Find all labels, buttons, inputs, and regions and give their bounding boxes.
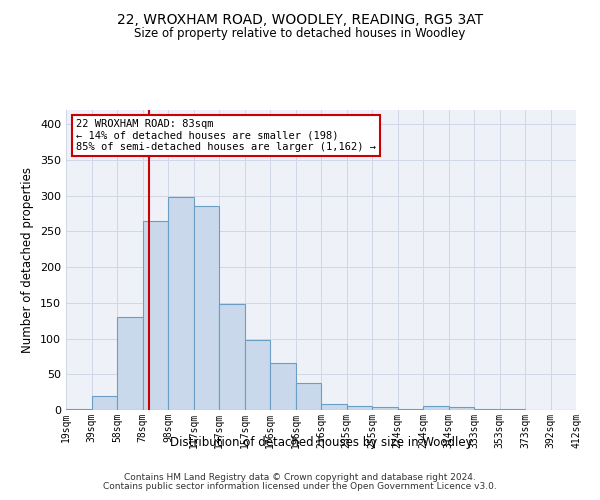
Text: Distribution of detached houses by size in Woodley: Distribution of detached houses by size … bbox=[170, 436, 472, 449]
Bar bbox=[117, 317, 143, 410]
Bar bbox=[219, 304, 245, 410]
Bar bbox=[449, 407, 474, 410]
Text: Contains public sector information licensed under the Open Government Licence v3: Contains public sector information licen… bbox=[103, 482, 497, 491]
Bar bbox=[270, 363, 296, 410]
Bar bbox=[372, 407, 398, 410]
Text: 22, WROXHAM ROAD, WOODLEY, READING, RG5 3AT: 22, WROXHAM ROAD, WOODLEY, READING, RG5 … bbox=[117, 12, 483, 26]
Bar bbox=[245, 340, 270, 410]
Bar bbox=[66, 408, 91, 410]
Bar bbox=[347, 406, 372, 410]
Bar bbox=[423, 406, 449, 410]
Bar bbox=[296, 383, 321, 410]
Bar bbox=[193, 206, 219, 410]
Y-axis label: Number of detached properties: Number of detached properties bbox=[22, 167, 34, 353]
Bar bbox=[91, 396, 117, 410]
Text: Size of property relative to detached houses in Woodley: Size of property relative to detached ho… bbox=[134, 28, 466, 40]
Bar bbox=[474, 408, 499, 410]
Bar bbox=[143, 220, 168, 410]
Bar bbox=[168, 197, 193, 410]
Text: Contains HM Land Registry data © Crown copyright and database right 2024.: Contains HM Land Registry data © Crown c… bbox=[124, 473, 476, 482]
Bar bbox=[321, 404, 347, 410]
Text: 22 WROXHAM ROAD: 83sqm
← 14% of detached houses are smaller (198)
85% of semi-de: 22 WROXHAM ROAD: 83sqm ← 14% of detached… bbox=[76, 119, 376, 152]
